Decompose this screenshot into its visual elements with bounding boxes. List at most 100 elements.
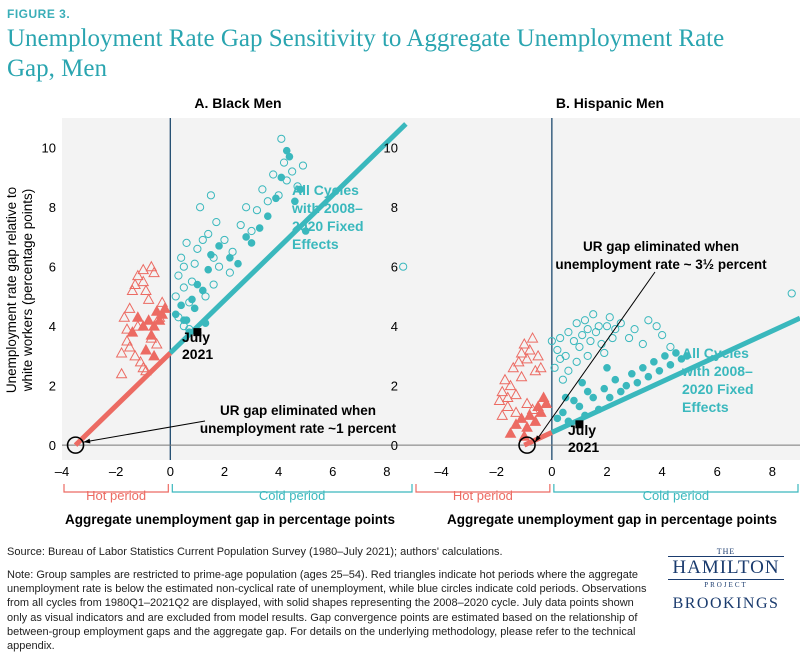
data-point-triangle <box>148 266 160 278</box>
fit-line-label-line: with 2008– <box>681 363 753 379</box>
data-point-circle <box>177 301 185 310</box>
july-2021-label: July 2021 <box>568 422 599 455</box>
convergence-arrowhead <box>535 435 541 443</box>
data-point-circle <box>600 384 609 393</box>
chart-panel-hispanic-men: B. Hispanic Men 0 2 4 6 8 10 –4 –2 0 2 4 6 8 Hot perio… <box>384 95 800 527</box>
x-tick-label: –2 <box>489 464 503 479</box>
data-point-circle <box>279 158 289 167</box>
data-point-circle <box>644 316 653 325</box>
data-point-triangle <box>123 302 136 313</box>
x-tick-label: 0 <box>167 464 174 479</box>
data-point-circle <box>193 280 202 289</box>
cold-period-label: Cold period <box>643 488 710 503</box>
data-point-circle <box>199 286 207 295</box>
data-point-triangle <box>496 409 509 420</box>
data-point-triangle <box>521 397 533 408</box>
data-point-circle <box>605 313 614 322</box>
data-point-circle <box>198 235 207 245</box>
data-point-triangle <box>123 340 136 352</box>
data-point-circle <box>277 134 286 143</box>
x-tick-label: 8 <box>769 464 776 479</box>
y-axis-label-line: Unemployment rate gap relative to <box>4 187 19 393</box>
data-point-circle <box>301 227 310 235</box>
july-2021-label-line: 2021 <box>568 439 599 455</box>
data-point-triangle <box>140 343 152 355</box>
x-tick-label: 6 <box>714 464 721 479</box>
data-point-triangle <box>137 275 150 287</box>
data-point-circle <box>204 265 213 274</box>
data-point-triangle <box>523 409 536 420</box>
data-point-triangle <box>534 406 547 417</box>
data-point-triangle <box>145 329 158 340</box>
data-point-triangle <box>148 320 160 331</box>
data-point-triangle <box>137 320 150 331</box>
convergence-annotation-line: UR gap eliminated when <box>220 403 376 418</box>
data-point-circle <box>288 167 297 176</box>
logo-project: PROJECT <box>704 581 748 589</box>
data-point-circle <box>174 271 183 280</box>
data-point-circle <box>296 185 305 194</box>
convergence-circle <box>518 436 536 454</box>
data-point-circle <box>672 349 680 357</box>
data-point-triangle <box>142 293 155 304</box>
data-point-circle <box>220 235 229 245</box>
data-point-circle <box>252 206 262 215</box>
fit-line-label-line: All Cycles <box>292 182 359 198</box>
fit-line-label-line: All Cycles <box>682 345 749 361</box>
data-point-circle <box>589 310 598 319</box>
data-point-triangle <box>501 400 514 411</box>
data-point-circle <box>547 336 556 346</box>
convergence-circle <box>66 436 85 454</box>
data-point-triangle <box>140 284 152 295</box>
data-point-triangle <box>515 412 528 423</box>
data-point-circle <box>212 217 221 227</box>
data-point-circle <box>177 253 186 262</box>
data-point-circle <box>399 262 408 271</box>
data-point-triangle <box>118 311 131 322</box>
data-point-circle <box>639 364 647 372</box>
convergence-annotation: UR gap eliminated when unemployment rate … <box>200 403 397 436</box>
data-point-circle <box>234 259 242 268</box>
logo-brookings: BROOKINGS <box>672 595 780 612</box>
data-point-circle <box>214 262 224 271</box>
methodology-note: Note: Group samples are restricted to pr… <box>7 569 647 653</box>
data-point-circle <box>683 352 691 360</box>
data-point-circle <box>644 372 653 381</box>
data-point-circle <box>628 369 636 378</box>
y-tick-label: 4 <box>49 319 56 334</box>
convergence-annotation-line: UR gap eliminated when <box>583 239 739 254</box>
data-point-triangle <box>521 421 533 432</box>
y-tick-label: 6 <box>49 260 56 275</box>
data-point-circle <box>666 342 675 352</box>
data-point-circle <box>190 304 199 313</box>
x-tick-label: –4 <box>434 464 448 479</box>
cold-period-bracket <box>171 484 413 493</box>
x-tick-label: 4 <box>659 464 666 479</box>
data-point-circle <box>580 316 590 325</box>
y-tick-label: 2 <box>391 379 398 394</box>
y-tick-label: 6 <box>391 260 398 275</box>
data-point-circle <box>572 357 581 366</box>
data-point-circle <box>564 366 573 375</box>
data-point-circle <box>578 330 587 340</box>
data-point-triangle <box>145 260 158 272</box>
logo-the: THE <box>716 547 736 556</box>
data-point-triangle <box>153 314 166 325</box>
data-point-circle <box>570 396 578 405</box>
july-2021-label-line: July <box>182 329 210 345</box>
data-point-circle <box>255 224 264 232</box>
data-point-triangle <box>115 367 128 379</box>
x-tick-label: 2 <box>603 464 610 479</box>
fit-line-label-line: 2020 Fixed <box>682 381 754 397</box>
y-axis-label: Unemployment rate gap relative towhite w… <box>4 187 35 393</box>
data-point-circle <box>298 161 308 170</box>
x-tick-label: 0 <box>548 464 555 479</box>
data-point-circle <box>638 339 647 349</box>
data-point-circle <box>207 251 215 259</box>
data-point-triangle <box>137 263 150 275</box>
data-point-circle <box>263 212 272 220</box>
data-point-triangle <box>496 385 509 397</box>
data-point-circle <box>558 375 567 384</box>
data-point-circle <box>258 185 267 194</box>
data-point-circle <box>572 319 581 328</box>
